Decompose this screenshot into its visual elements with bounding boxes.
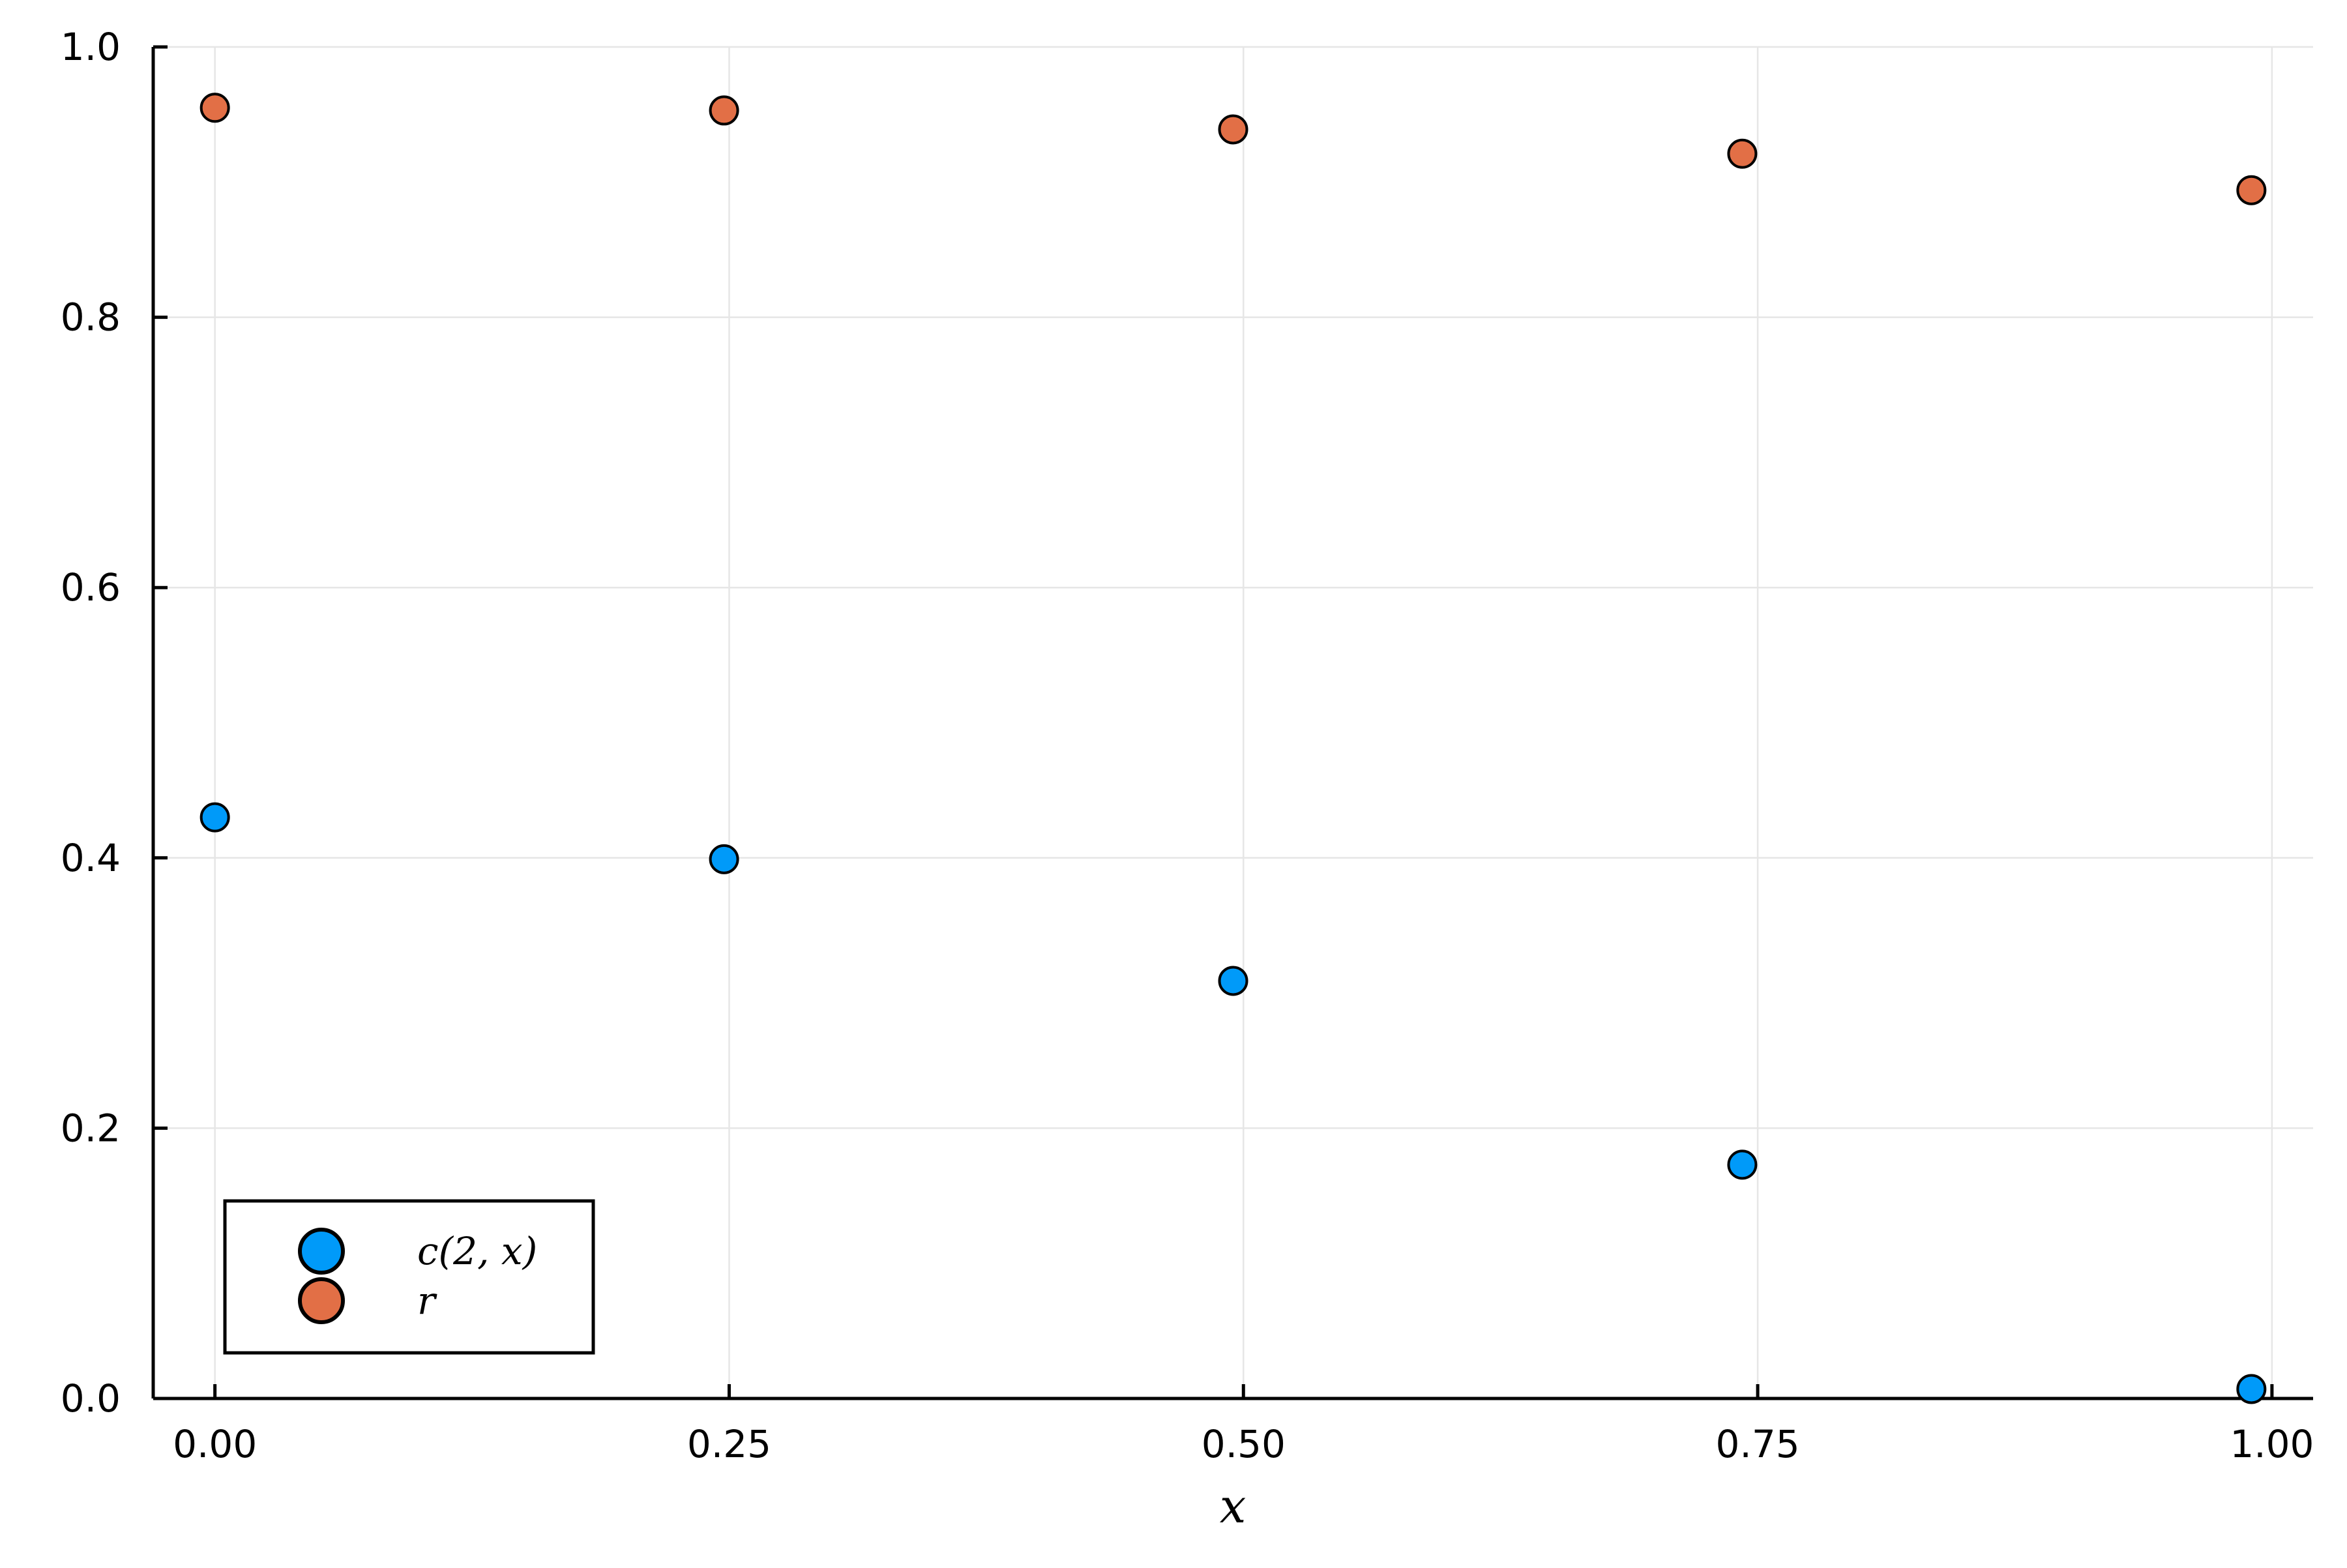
data-points — [199, 93, 2267, 1404]
x-tick-label: 0.25 — [687, 1422, 771, 1466]
legend: c(2, x) r — [223, 1199, 595, 1355]
data-point — [199, 802, 230, 833]
grid-lines — [153, 46, 2313, 1400]
x-tick-label: 1.00 — [2230, 1422, 2314, 1466]
data-point — [709, 95, 739, 126]
legend-box — [223, 1199, 595, 1355]
legend-marker — [298, 1277, 345, 1324]
legend-label: c(2, x) — [417, 1229, 537, 1273]
x-tick-label: 0.50 — [1202, 1422, 1286, 1466]
data-point — [1218, 966, 1248, 996]
y-tick-label: 0.0 — [61, 1376, 121, 1421]
tick-labels: 0.00 0.25 0.50 0.75 1.00 0.0 0.2 0.4 0.6 0.8 1.0 — [61, 25, 2314, 1466]
data-point — [2236, 1374, 2267, 1404]
y-tick-label: 0.2 — [61, 1106, 121, 1150]
y-tick-label: 0.4 — [61, 836, 121, 880]
x-axis-title: x — [1220, 1479, 1247, 1533]
legend-marker — [298, 1228, 345, 1275]
series-2-points — [199, 93, 2267, 205]
axes — [151, 45, 2313, 1400]
data-point — [1727, 1149, 1758, 1180]
data-point — [1218, 114, 1248, 145]
x-tick-label: 0.00 — [173, 1422, 257, 1466]
legend-label: r — [417, 1279, 437, 1323]
y-tick-label: 1.0 — [61, 25, 121, 69]
data-point — [2236, 175, 2267, 205]
y-tick-label: 0.6 — [61, 565, 121, 610]
x-tick-label: 0.75 — [1716, 1422, 1800, 1466]
y-tick-label: 0.8 — [61, 295, 121, 340]
series-1-points — [199, 802, 2267, 1404]
data-point — [709, 844, 739, 874]
data-point — [1727, 138, 1758, 169]
data-point — [199, 93, 230, 123]
